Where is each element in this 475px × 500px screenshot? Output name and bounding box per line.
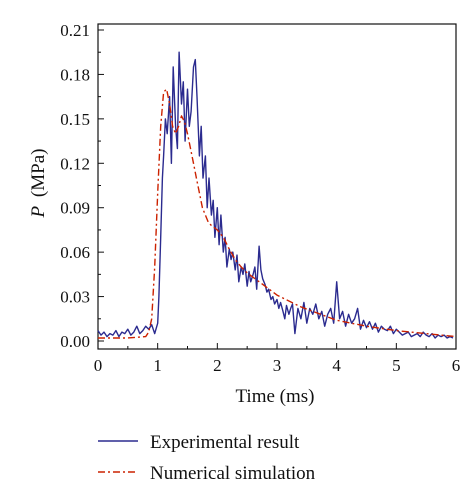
y-tick-label: 0.12 [60,154,90,173]
legend: Experimental result Numerical simulation [98,432,316,484]
x-tick-label: 2 [213,356,222,375]
x-axis-title: Time (ms) [235,386,314,407]
series-line-numerical [98,88,457,339]
x-tick-label: 1 [153,356,162,375]
y-axis-title: P (MPa) [28,149,49,219]
x-tick-label: 0 [94,356,103,375]
legend-label-numerical: Numerical simulation [150,463,316,484]
y-tick-label: 0.00 [60,332,90,351]
series-layer [97,51,457,339]
y-tick-label: 0.15 [60,110,90,129]
legend-label-experimental: Experimental result [150,432,300,453]
series-line-experimental [97,51,454,339]
x-tick-label: 3 [273,356,282,375]
ticks-layer: 0 1 2 3 4 5 6 0.00 0.03 0.06 0.09 0.12 0.15 0.18 0.21 [60,21,460,375]
x-tick-label: 6 [452,356,461,375]
y-tick-label: 0.21 [60,21,90,40]
x-tick-label: 4 [332,356,341,375]
x-tick-label: 5 [392,356,401,375]
y-tick-label: 0.18 [60,65,90,84]
y-axis-unit: (MPa) [28,149,49,198]
y-tick-label: 0.09 [60,199,90,218]
y-tick-label: 0.03 [60,288,90,307]
y-tick-label: 0.06 [60,243,90,262]
y-axis-symbol: P [28,205,49,218]
